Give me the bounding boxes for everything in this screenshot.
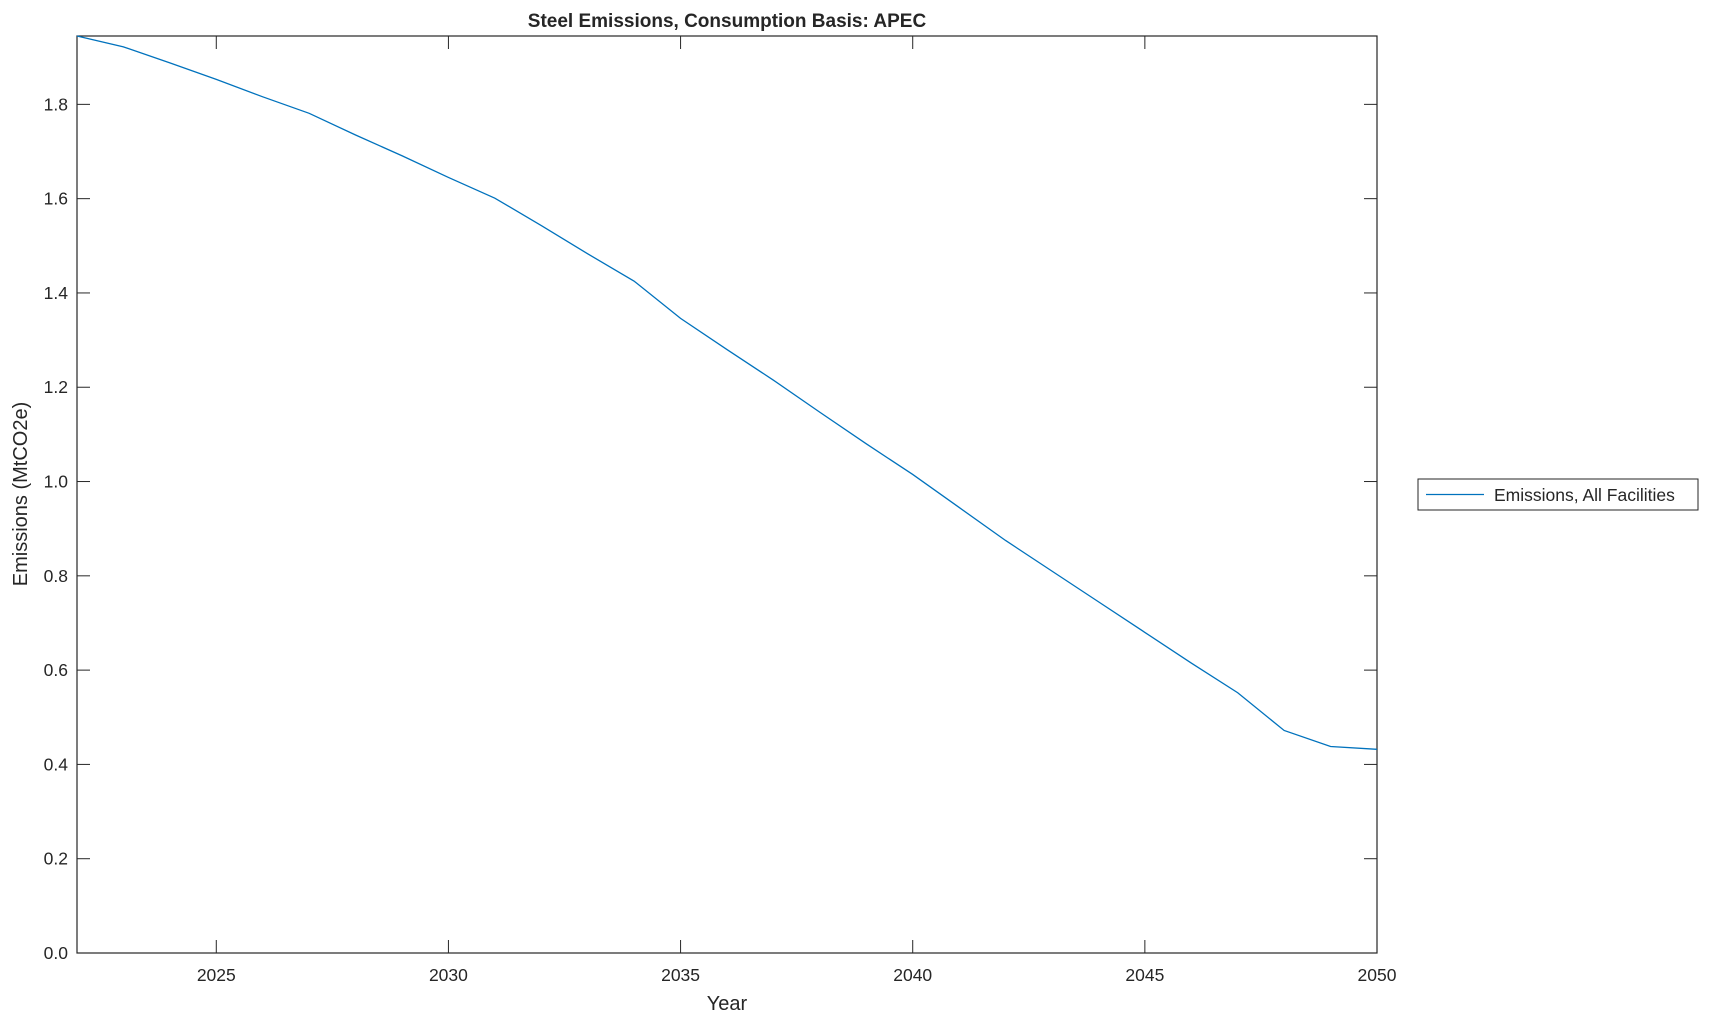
y-tick-label: 1.6 [44,189,68,209]
y-tick-label: 0.8 [44,566,68,586]
y-tick-label: 0.0 [44,943,69,963]
x-tick-label: 2025 [197,965,236,985]
legend-label: Emissions, All Facilities [1494,485,1675,505]
x-tick-label: 2045 [1125,965,1164,985]
y-axis-label: Emissions (MtCO2e) [10,402,32,586]
y-tick-label: 1.2 [44,377,68,397]
x-tick-label: 2030 [429,965,468,985]
x-axis-label: Year [707,993,748,1015]
y-tick-label: 1.4 [44,283,69,303]
y-tick-label: 0.2 [44,849,68,869]
x-tick-label: 2035 [661,965,700,985]
y-tick-label: 0.4 [44,754,69,774]
x-tick-label: 2040 [893,965,932,985]
y-tick-label: 1.0 [44,472,69,492]
legend[interactable]: Emissions, All Facilities [1418,479,1698,510]
plot-area [77,36,1377,953]
chart-title: Steel Emissions, Consumption Basis: APEC [528,11,927,32]
x-tick-label: 2050 [1358,965,1397,985]
y-tick-label: 1.8 [44,94,68,114]
y-tick-label: 0.6 [44,660,68,680]
